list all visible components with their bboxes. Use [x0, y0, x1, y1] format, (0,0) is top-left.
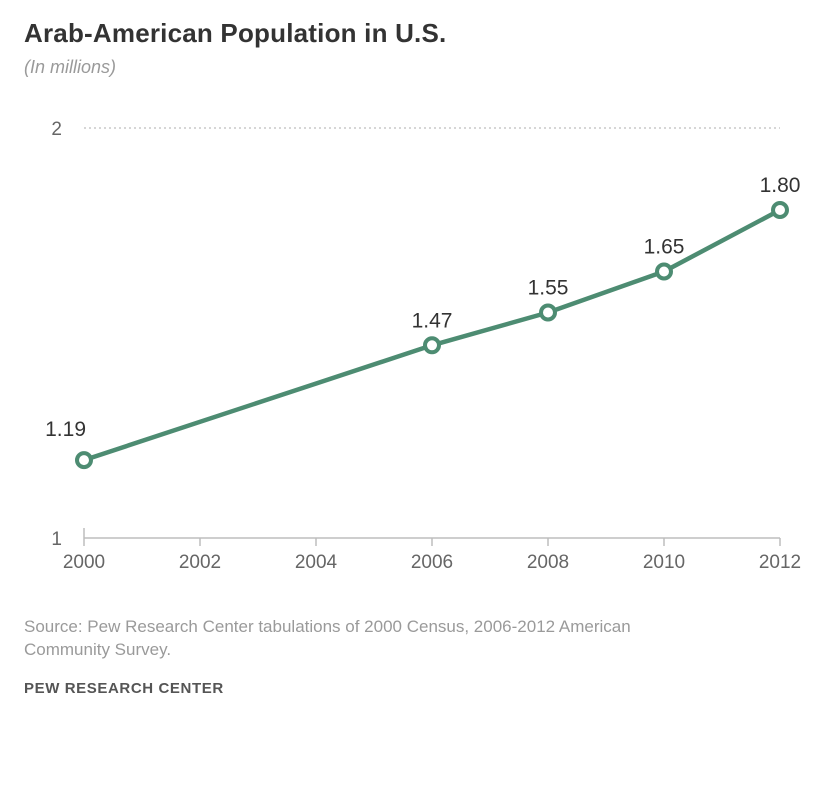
x-tick-label: 2000: [63, 552, 105, 573]
footer-brand: PEW RESEARCH CENTER: [24, 680, 810, 697]
x-tick-label: 2006: [411, 552, 453, 573]
data-marker: [541, 306, 555, 320]
x-tick-label: 2008: [527, 552, 569, 573]
line-chart: 1 2 2000 2002 2004 2006 2008 2010 2012 1.19 1.47 1.…: [24, 108, 810, 588]
value-label: 1.80: [760, 174, 801, 197]
x-tick-label: 2004: [295, 552, 338, 573]
x-tick-label: 2010: [643, 552, 685, 573]
value-label: 1.55: [528, 277, 569, 300]
value-label: 1.65: [644, 236, 685, 259]
chart-title: Arab-American Population in U.S.: [24, 18, 810, 49]
data-marker: [425, 338, 439, 352]
value-label: 1.47: [412, 309, 453, 332]
y-tick-label: 2: [51, 119, 62, 140]
x-tick-label: 2012: [759, 552, 801, 573]
chart-subtitle: (In millions): [24, 57, 810, 78]
data-marker: [773, 203, 787, 217]
source-text: Source: Pew Research Center tabulations …: [24, 616, 704, 662]
value-label: 1.19: [45, 418, 86, 441]
chart-area: 1 2 2000 2002 2004 2006 2008 2010 2012 1.19 1.47 1.…: [24, 108, 810, 588]
y-tick-label: 1: [51, 529, 62, 550]
data-marker: [77, 453, 91, 467]
x-tick-label: 2002: [179, 552, 221, 573]
data-marker: [657, 265, 671, 279]
